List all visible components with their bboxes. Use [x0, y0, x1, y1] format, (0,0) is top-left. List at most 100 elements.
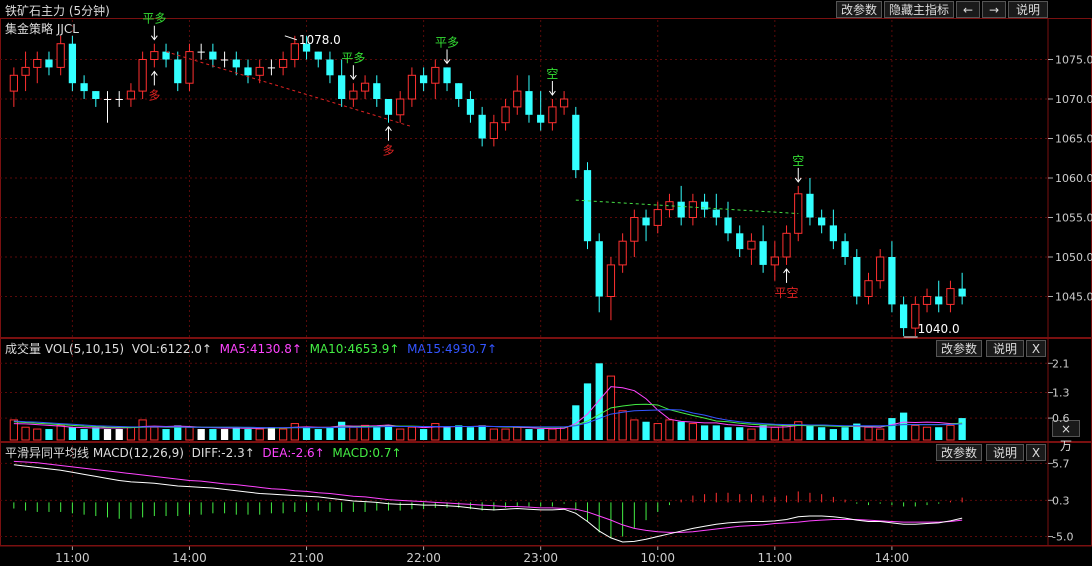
volume-bar: [174, 425, 182, 440]
volume-params-button[interactable]: 改参数: [936, 340, 982, 357]
macd-close-button[interactable]: X: [1026, 444, 1046, 461]
volume-bar: [302, 427, 311, 440]
volume-bar: [864, 426, 873, 441]
volume-bar: [665, 419, 674, 441]
candle-body: [419, 75, 428, 84]
candle-body: [736, 233, 744, 250]
volume-bar: [888, 418, 896, 440]
candle-body: [653, 209, 662, 226]
candle-body: [232, 59, 240, 68]
macd-y-tick-label: 5.7: [1052, 457, 1070, 470]
volume-label: 成交量 VOL(5,10,15) VOL:6122.0↑ MA5:4130.8↑…: [5, 340, 497, 357]
candle-body: [537, 114, 545, 123]
signal-arrow-head: [150, 70, 158, 76]
volume-bar: [255, 428, 264, 441]
volume-help-button[interactable]: 说明: [986, 340, 1024, 357]
params-button[interactable]: 改参数: [836, 1, 882, 18]
hide-indicator-button[interactable]: 隐藏主指标: [884, 1, 954, 18]
candle-body: [174, 59, 182, 84]
candle-body: [197, 51, 205, 53]
candle-body: [80, 83, 88, 92]
volume-bar: [455, 425, 463, 440]
volume-bar: [80, 429, 88, 440]
x-tick-label: 21:00: [289, 551, 324, 565]
x-tick-label: 11:00: [758, 551, 793, 565]
signal-label: 平多: [341, 51, 365, 65]
candle-body: [747, 240, 756, 250]
signal-arrow-head: [794, 177, 802, 183]
candle-body: [922, 296, 932, 305]
candle-body: [688, 201, 698, 218]
trend-line-down: [165, 51, 413, 128]
volume-bar: [384, 425, 393, 440]
volume-bar: [232, 427, 240, 440]
chart-title: 铁矿石主力 (5分钟): [5, 4, 110, 18]
y-tick-label: 1070.0: [1055, 93, 1092, 106]
candle-body: [455, 83, 463, 99]
candle-body: [21, 66, 30, 76]
macd-params-button[interactable]: 改参数: [936, 444, 982, 461]
signal-label: 空: [792, 154, 804, 168]
volume-bar: [21, 426, 30, 441]
candle-body: [185, 51, 194, 84]
y-tick-label: 1065.0: [1055, 133, 1092, 146]
candle-body: [209, 51, 217, 60]
volume-bar: [583, 383, 592, 440]
candle-body: [443, 67, 451, 84]
volume-close-button[interactable]: X: [1026, 340, 1046, 357]
candle-body: [642, 217, 650, 226]
candle-body: [255, 66, 264, 76]
volume-bar: [946, 424, 955, 441]
candle-body: [478, 114, 486, 139]
diff-line: [13, 464, 963, 543]
volume-bar: [150, 426, 159, 441]
candle-body: [115, 99, 123, 100]
macd-label: 平滑异同平均线 MACD(12,26,9) DIFF:-2.3↑ DEA:-2.…: [5, 444, 402, 461]
candle-body: [326, 59, 334, 76]
volume-bar: [841, 427, 849, 440]
scroll-left-button[interactable]: ←: [956, 1, 980, 18]
x-tick-label: 10:00: [640, 551, 675, 565]
macd-y-tick-label: -5.0: [1052, 531, 1073, 544]
candle-body: [888, 257, 896, 305]
volume-bar: [338, 421, 346, 440]
volume-bar: [513, 426, 522, 441]
volume-bar: [559, 426, 569, 441]
volume-bar: [443, 427, 451, 440]
candle-body: [360, 82, 370, 92]
candle-body: [630, 217, 639, 242]
macd-y-tick-label: 0.3: [1052, 494, 1070, 507]
candle-body: [712, 209, 720, 218]
candle-body: [525, 91, 533, 115]
volume-bar: [349, 426, 358, 441]
candle-body: [407, 74, 417, 100]
volume-bar: [162, 429, 170, 440]
candle-body: [958, 288, 966, 297]
signal-arrow-head: [443, 59, 451, 65]
candle-body: [314, 51, 322, 60]
volume-bar: [759, 425, 767, 440]
volume-bar: [829, 429, 837, 440]
volume-bar: [688, 423, 698, 441]
high-label: 1078.0: [299, 33, 341, 47]
volume-bar: [209, 429, 217, 440]
volume-bar: [572, 405, 580, 440]
help-button[interactable]: 说明: [1008, 1, 1048, 18]
high-marker: [284, 35, 297, 41]
ma5-value: MA5:4130.8↑: [219, 342, 302, 356]
volume-bar: [489, 428, 498, 441]
candle-body: [946, 288, 955, 305]
candle-body: [618, 240, 627, 266]
x-tick-label: 22:00: [406, 551, 441, 565]
volume-value: VOL:6122.0↑: [131, 342, 212, 356]
scroll-right-button[interactable]: →: [982, 1, 1006, 18]
candle-body: [548, 106, 557, 124]
volume-bar: [712, 425, 720, 440]
candle-body: [466, 99, 475, 115]
volume-bar: [747, 428, 756, 441]
signal-arrow-head: [783, 268, 790, 274]
signal-label: 平多: [142, 12, 166, 26]
macd-help-button[interactable]: 说明: [986, 444, 1024, 461]
candle-body: [583, 170, 592, 242]
